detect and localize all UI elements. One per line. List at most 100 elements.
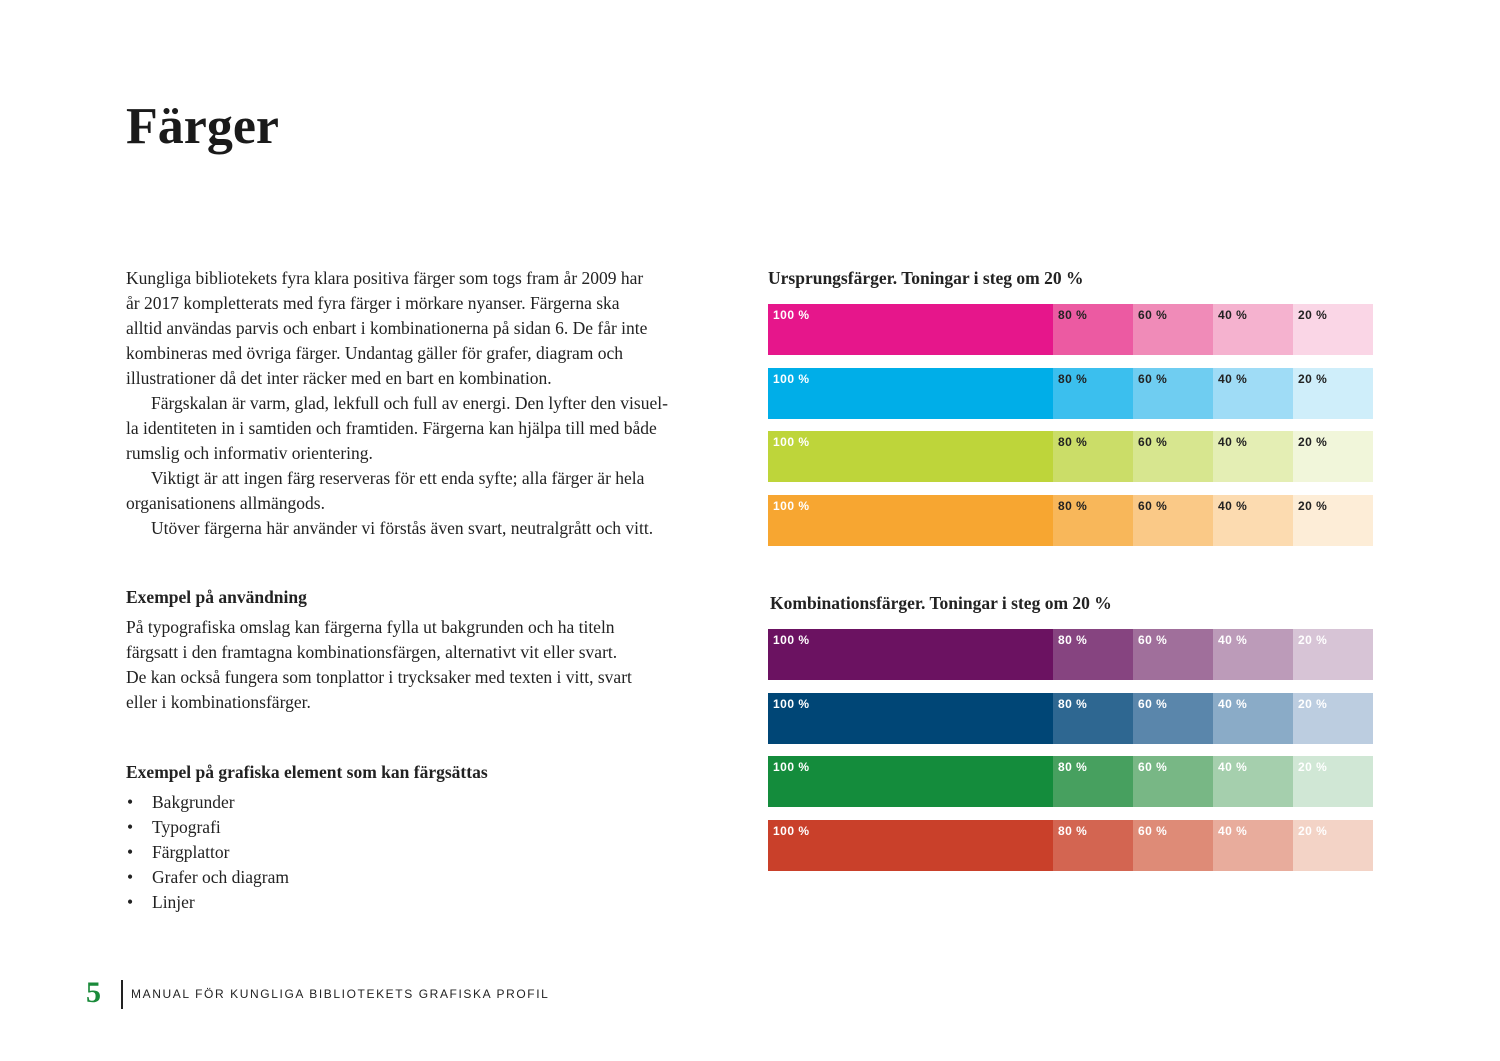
body-line: Kungliga bibliotekets fyra klara positiv… xyxy=(126,268,644,288)
swatch: 100 % xyxy=(768,629,1053,680)
swatch-label: 20 % xyxy=(1298,308,1328,322)
list-item: Typografi xyxy=(152,817,221,837)
body-line: färgsatt i den framtagna kombinationsfär… xyxy=(126,642,618,662)
swatch: 80 % xyxy=(1053,304,1133,355)
swatch-label: 60 % xyxy=(1138,435,1168,450)
swatch-label: 40 % xyxy=(1218,308,1248,322)
swatch-label: 40 % xyxy=(1218,633,1248,647)
swatch-label: 100 % xyxy=(773,633,810,647)
swatch-label: 60 % xyxy=(1138,371,1168,386)
swatch-label: 60 % xyxy=(1138,696,1168,711)
swatch: 40 % xyxy=(1213,367,1293,419)
swatch: 80 % xyxy=(1053,495,1133,547)
swatch-label: 40 % xyxy=(1218,499,1248,514)
swatch-label: 100 % xyxy=(773,499,810,514)
body-line: De kan också fungera som tonplattor i tr… xyxy=(126,667,632,687)
swatch-label: 20 % xyxy=(1298,633,1328,647)
swatch-label: 40 % xyxy=(1218,696,1248,711)
swatch-label: 80 % xyxy=(1058,371,1088,386)
swatch-label: 100 % xyxy=(773,308,810,322)
swatch: 80 % xyxy=(1053,629,1133,680)
swatch: 20 % xyxy=(1293,820,1373,872)
swatch: 40 % xyxy=(1213,304,1293,355)
swatch-label: 40 % xyxy=(1218,824,1248,839)
list-item: Grafer och diagram xyxy=(152,867,290,887)
swatch-label: 40 % xyxy=(1218,371,1248,386)
swatch: 40 % xyxy=(1213,431,1293,483)
swatch: 20 % xyxy=(1293,629,1373,680)
body-line: organisationens allmängods. xyxy=(126,493,325,513)
swatch: 20 % xyxy=(1293,495,1373,547)
swatch: 100 % xyxy=(768,431,1053,483)
swatch-label: 60 % xyxy=(1138,633,1168,647)
swatch: 60 % xyxy=(1133,431,1213,483)
swatch: 60 % xyxy=(1133,820,1213,872)
footer-text: MANUAL FÖR KUNGLIGA BIBLIOTEKETS GRAFISK… xyxy=(131,987,550,1001)
bullet: • xyxy=(127,867,134,887)
swatch-heading: Kombinationsfärger. Toningar i steg om 2… xyxy=(770,593,1112,613)
swatch-label: 60 % xyxy=(1138,824,1168,839)
swatch-label: 80 % xyxy=(1058,760,1088,775)
list-item: Bakgrunder xyxy=(152,792,235,812)
swatch: 100 % xyxy=(768,367,1053,419)
swatch: 100 % xyxy=(768,692,1053,744)
swatch-heading: Ursprungsfärger. Toningar i steg om 20 % xyxy=(768,268,1084,288)
swatch: 100 % xyxy=(768,495,1053,547)
swatch: 20 % xyxy=(1293,692,1373,744)
swatch: 80 % xyxy=(1053,692,1133,744)
title: Färger xyxy=(126,98,280,155)
swatch: 40 % xyxy=(1213,692,1293,744)
swatch-label: 100 % xyxy=(773,760,810,775)
body-line: Färgskalan är varm, glad, lekfull och fu… xyxy=(151,393,668,413)
swatch-label: 80 % xyxy=(1058,308,1088,322)
swatch-label: 80 % xyxy=(1058,435,1088,450)
bullet: • xyxy=(127,892,134,912)
body-line: Utöver färgerna här använder vi förstås … xyxy=(151,518,654,538)
section-heading: Exempel på grafiska element som kan färg… xyxy=(126,762,488,782)
swatch-label: 80 % xyxy=(1058,824,1088,839)
swatch-label: 100 % xyxy=(773,824,810,839)
swatch-label: 60 % xyxy=(1138,308,1168,322)
section-heading: Exempel på användning xyxy=(126,587,307,607)
swatch: 100 % xyxy=(768,304,1053,355)
body-line: Viktigt är att ingen färg reserveras för… xyxy=(151,468,645,488)
list-item: Färgplattor xyxy=(152,842,230,862)
swatch-label: 20 % xyxy=(1298,435,1328,450)
body-line: illustrationer då det inter räcker med e… xyxy=(126,368,552,388)
swatch: 20 % xyxy=(1293,756,1373,808)
bullet: • xyxy=(127,817,134,837)
swatch: 60 % xyxy=(1133,304,1213,355)
swatch: 60 % xyxy=(1133,756,1213,808)
swatch-label: 80 % xyxy=(1058,696,1088,711)
swatch-label: 20 % xyxy=(1298,760,1328,775)
body-line: alltid användas parvis och enbart i komb… xyxy=(126,318,648,338)
footer-rule xyxy=(121,980,123,1009)
body-line: kombineras med övriga färger. Undantag g… xyxy=(126,343,624,363)
body-line: rumslig och informativ orientering. xyxy=(126,443,373,463)
swatch-label: 60 % xyxy=(1138,499,1168,514)
bullet: • xyxy=(127,842,134,862)
swatch-label: 100 % xyxy=(773,435,810,450)
body-line: eller i kombinationsfärger. xyxy=(126,692,311,712)
swatch-label: 100 % xyxy=(773,696,810,711)
swatch-label: 40 % xyxy=(1218,435,1248,450)
swatch: 20 % xyxy=(1293,431,1373,483)
bullet: • xyxy=(127,792,134,812)
swatch: 20 % xyxy=(1293,304,1373,355)
swatch: 60 % xyxy=(1133,367,1213,419)
swatch: 40 % xyxy=(1213,756,1293,808)
list-item: Linjer xyxy=(152,892,195,912)
swatch: 100 % xyxy=(768,756,1053,808)
swatch: 80 % xyxy=(1053,820,1133,872)
swatch-label: 20 % xyxy=(1298,696,1328,711)
swatch-label: 80 % xyxy=(1058,499,1088,514)
page-number: 5 xyxy=(86,976,101,1009)
swatch-label: 100 % xyxy=(773,371,810,386)
swatch-label: 80 % xyxy=(1058,633,1088,647)
swatch: 80 % xyxy=(1053,431,1133,483)
swatch: 40 % xyxy=(1213,629,1293,680)
swatch: 60 % xyxy=(1133,629,1213,680)
body-line: år 2017 kompletterats med fyra färger i … xyxy=(126,293,620,313)
swatch: 80 % xyxy=(1053,367,1133,419)
swatch-label: 20 % xyxy=(1298,371,1328,386)
